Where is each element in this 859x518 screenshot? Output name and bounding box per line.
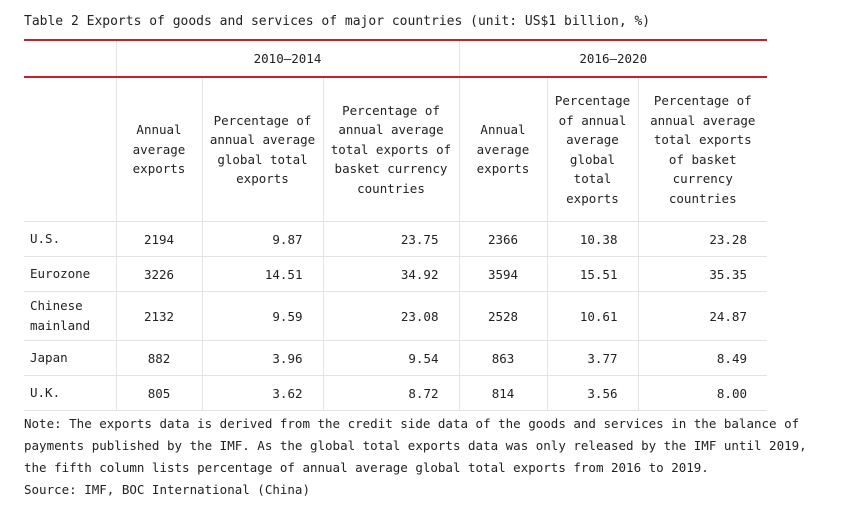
value-cell: 14.51 xyxy=(202,256,324,292)
country-cell: Eurozone xyxy=(24,256,117,292)
value-cell: 8.00 xyxy=(638,375,767,411)
value-cell: 882 xyxy=(116,340,203,376)
column-header: Percentage of annual average global tota… xyxy=(547,77,639,222)
value-cell: 35.35 xyxy=(638,256,767,292)
table-row: Chinese mainland 2132 9.59 23.08 2528 10… xyxy=(24,291,767,341)
column-header: Annual average exports xyxy=(459,77,548,222)
source-text: Source: IMF, BOC International (China) xyxy=(24,482,310,497)
value-cell: 34.92 xyxy=(323,256,460,292)
table-title: Table 2 Exports of goods and services of… xyxy=(24,14,651,29)
value-cell: 3.62 xyxy=(202,375,324,411)
value-cell: 2194 xyxy=(116,221,203,257)
value-cell: 3.56 xyxy=(547,375,639,411)
value-cell: 2528 xyxy=(459,291,548,341)
country-cell: Japan xyxy=(24,340,117,376)
value-cell: 23.08 xyxy=(323,291,460,341)
value-cell: 23.28 xyxy=(638,221,767,257)
value-cell: 3.77 xyxy=(547,340,639,376)
value-cell: 10.38 xyxy=(547,221,639,257)
country-cell: U.S. xyxy=(24,221,117,257)
value-cell: 863 xyxy=(459,340,548,376)
country-header-cell xyxy=(24,77,117,222)
value-cell: 2132 xyxy=(116,291,203,341)
value-cell: 3594 xyxy=(459,256,548,292)
value-cell: 3226 xyxy=(116,256,203,292)
value-cell: 24.87 xyxy=(638,291,767,341)
corner-cell xyxy=(24,39,117,78)
period-header-row: 2010—2014 2016—2020 xyxy=(24,39,767,78)
table-footnote: Note: The exports data is derived from t… xyxy=(24,413,824,501)
value-cell: 9.54 xyxy=(323,340,460,376)
value-cell: 9.87 xyxy=(202,221,324,257)
note-text: Note: The exports data is derived from t… xyxy=(24,416,807,475)
column-header: Annual average exports xyxy=(116,77,203,222)
period-header: 2010—2014 xyxy=(116,39,460,78)
value-cell: 15.51 xyxy=(547,256,639,292)
column-header: Percentage of annual average total expor… xyxy=(638,77,767,222)
country-cell: U.K. xyxy=(24,375,117,411)
value-cell: 805 xyxy=(116,375,203,411)
table-row: Eurozone 3226 14.51 34.92 3594 15.51 35.… xyxy=(24,256,767,292)
column-header: Percentage of annual average global tota… xyxy=(202,77,324,222)
column-header: Percentage of annual average total expor… xyxy=(323,77,460,222)
table-row: U.K. 805 3.62 8.72 814 3.56 8.00 xyxy=(24,375,767,411)
value-cell: 8.49 xyxy=(638,340,767,376)
country-cell: Chinese mainland xyxy=(24,291,117,341)
value-cell: 23.75 xyxy=(323,221,460,257)
table-row: U.S. 2194 9.87 23.75 2366 10.38 23.28 xyxy=(24,221,767,257)
value-cell: 9.59 xyxy=(202,291,324,341)
exports-table: 2010—2014 2016—2020 Annual average expor… xyxy=(24,39,767,411)
value-cell: 8.72 xyxy=(323,375,460,411)
column-header-row: Annual average exports Percentage of ann… xyxy=(24,77,767,222)
value-cell: 3.96 xyxy=(202,340,324,376)
period-header: 2016—2020 xyxy=(459,39,767,78)
value-cell: 2366 xyxy=(459,221,548,257)
value-cell: 10.61 xyxy=(547,291,639,341)
value-cell: 814 xyxy=(459,375,548,411)
table-row: Japan 882 3.96 9.54 863 3.77 8.49 xyxy=(24,340,767,376)
